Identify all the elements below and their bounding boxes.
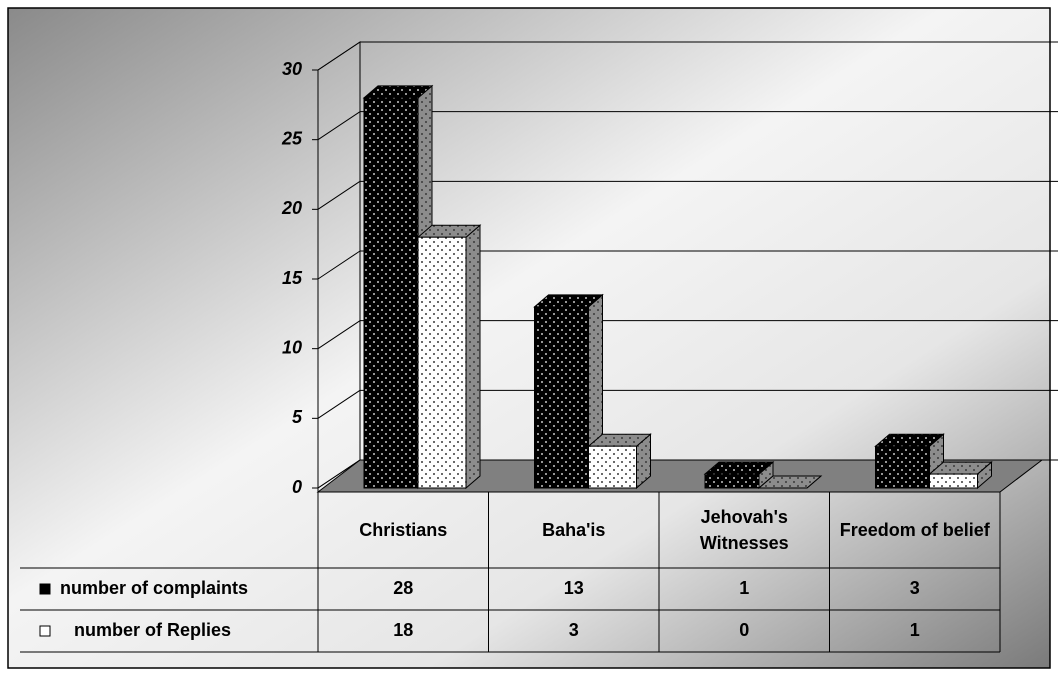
category-label-box: Baha'is [542, 520, 606, 540]
y-tick-label: 10 [282, 337, 302, 357]
bar [703, 460, 775, 490]
category-label-box: Christians [359, 520, 448, 540]
bar-front [534, 306, 589, 489]
background [7, 7, 1051, 669]
category-label: Freedom of belief [839, 520, 990, 540]
table-value: 3 [910, 578, 920, 598]
table-value: 28 [393, 578, 413, 598]
bar-front [417, 236, 467, 489]
category-label: Jehovah's Witnesses [699, 507, 789, 553]
bar [757, 475, 823, 489]
category-label-box: Jehovah's Witnesses [699, 507, 789, 553]
legend-label: number of complaints [60, 578, 248, 598]
bar-front [363, 97, 419, 489]
y-tick-label: 5 [292, 407, 303, 427]
grid-line [317, 389, 361, 419]
legend-label: number of Replies [74, 620, 231, 640]
grid-line [317, 250, 361, 280]
legend-swatch [39, 583, 51, 595]
table-value: 1 [739, 578, 749, 598]
legend-swatch [39, 625, 51, 637]
grid-line [317, 180, 361, 210]
table-value: 18 [393, 620, 413, 640]
bar [416, 224, 482, 490]
grid-line [317, 111, 361, 141]
category-label: Baha'is [542, 520, 606, 540]
table-value: 0 [739, 620, 749, 640]
bar-side [465, 224, 481, 490]
bar-front [588, 445, 637, 489]
bar [533, 293, 604, 490]
y-tick-label: 0 [292, 477, 302, 497]
bar-front [875, 445, 930, 489]
bar-top [757, 475, 823, 489]
y-tick-label: 15 [282, 268, 303, 288]
bar [874, 433, 945, 490]
table-value: 3 [569, 620, 579, 640]
bar [587, 433, 652, 490]
category-label: Christians [359, 520, 448, 540]
bar-front [929, 473, 978, 489]
y-tick-label: 25 [281, 128, 303, 148]
y-tick-label: 30 [282, 59, 302, 79]
grid-line [317, 320, 361, 350]
table-value: 1 [910, 620, 920, 640]
table-value: 13 [564, 578, 584, 598]
grid-line [317, 41, 361, 71]
bar [928, 460, 993, 490]
grid-line [317, 459, 361, 489]
y-tick-label: 20 [281, 198, 302, 218]
category-label-box: Freedom of belief [839, 520, 990, 540]
bar-front [704, 473, 760, 489]
